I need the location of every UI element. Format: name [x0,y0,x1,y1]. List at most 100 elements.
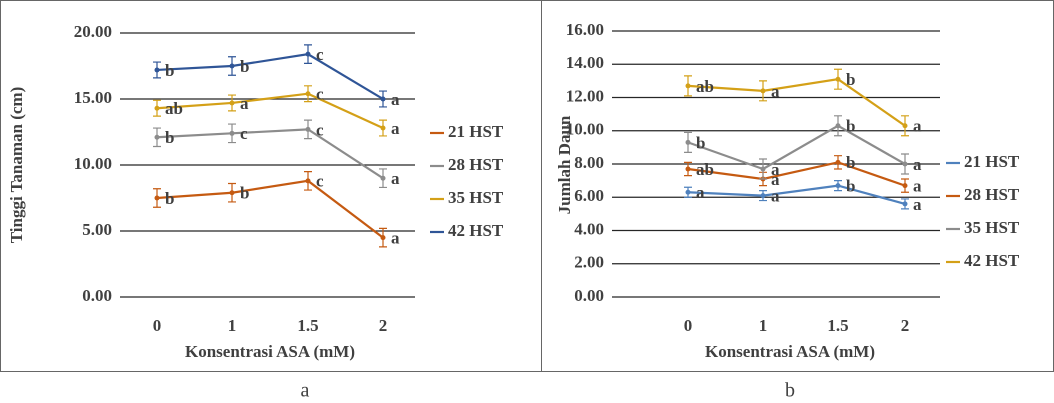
legend-label: 28 HST [448,155,504,174]
point [836,77,841,82]
significance-letter: c [316,45,324,64]
point [155,135,160,140]
legend-label: 42 HST [964,251,1020,270]
point [903,183,908,188]
point [903,201,908,206]
point [836,123,841,128]
point [381,176,386,181]
point [306,178,311,183]
significance-letter: b [846,153,855,172]
y-tick-label: 15.00 [74,88,112,107]
x-tick-label: 1.5 [827,316,848,335]
significance-letter: a [240,94,249,113]
x-axis-title: Konsentrasi ASA (mM) [705,342,875,361]
significance-letter: a [391,119,400,138]
significance-letter: b [846,117,855,136]
significance-letter: c [316,120,324,139]
point [686,166,691,171]
y-axis-title: Jumlah Daun [555,115,574,214]
series-line [688,186,905,204]
significance-letter: a [771,160,780,179]
x-tick-label: 1 [759,316,768,335]
series-line [157,181,383,238]
series-line [688,162,905,185]
significance-letter: c [240,124,248,143]
significance-letter: a [913,155,922,174]
point [903,123,908,128]
point [761,88,766,93]
point [306,91,311,96]
significance-letter: a [771,186,780,205]
series-line [157,129,383,178]
point [761,193,766,198]
y-tick-label: 6.00 [574,186,604,205]
point [230,64,235,69]
point [836,160,841,165]
y-tick-label: 2.00 [574,253,604,272]
y-tick-label: 8.00 [574,153,604,172]
significance-letter: b [240,57,249,76]
x-tick-label: 2 [379,316,388,335]
significance-letter: a [391,169,400,188]
point [230,100,235,105]
significance-letter: ab [696,77,714,96]
y-tick-label: 16.00 [566,20,604,39]
point [686,140,691,145]
significance-letter: a [391,229,400,248]
significance-letter: a [913,195,922,214]
series-line [157,54,383,99]
legend-label: 21 HST [964,152,1020,171]
significance-letter: b [165,61,174,80]
y-tick-label: 5.00 [82,220,112,239]
significance-letter: a [391,90,400,109]
significance-letter: b [846,70,855,89]
point [903,162,908,167]
x-axis-title: Konsentrasi ASA (mM) [185,342,355,361]
y-axis-title: Tinggi Tanaman (cm) [7,87,26,244]
figure: 0.005.0010.0015.0020.00011.52Konsentrasi… [0,0,1054,403]
caption: a [301,380,310,402]
significance-letter: b [165,189,174,208]
legend-label: 35 HST [964,218,1020,237]
series-line [688,126,905,169]
y-tick-label: 0.00 [574,286,604,305]
significance-letter: b [846,177,855,196]
significance-letter: ab [165,99,183,118]
significance-letter: a [913,177,922,196]
x-tick-label: 1.5 [297,316,318,335]
point [306,127,311,132]
point [230,190,235,195]
x-tick-label: 0 [153,316,162,335]
significance-letter: b [165,128,174,147]
significance-letter: c [316,172,324,191]
y-tick-label: 0.00 [82,286,112,305]
point [306,52,311,57]
y-tick-label: 10.00 [74,154,112,173]
y-tick-label: 12.00 [566,86,604,105]
legend-label: 21 HST [448,122,504,141]
x-tick-label: 1 [228,316,237,335]
significance-letter: ab [696,160,714,179]
point [381,97,386,102]
y-tick-label: 20.00 [74,22,112,41]
point [836,183,841,188]
significance-letter: a [771,82,780,101]
significance-letter: a [696,183,705,202]
series-line [688,79,905,126]
point [686,83,691,88]
significance-letter: c [316,85,324,104]
caption: b [785,380,795,402]
point [155,67,160,72]
significance-letter: b [696,133,705,152]
point [381,126,386,131]
legend-label: 42 HST [448,221,504,240]
significance-letter: a [913,117,922,136]
y-tick-label: 4.00 [574,219,604,238]
x-tick-label: 2 [901,316,910,335]
point [155,196,160,201]
point [761,166,766,171]
legend-label: 28 HST [964,185,1020,204]
y-tick-label: 14.00 [566,53,604,72]
point [230,131,235,136]
significance-letter: b [240,184,249,203]
